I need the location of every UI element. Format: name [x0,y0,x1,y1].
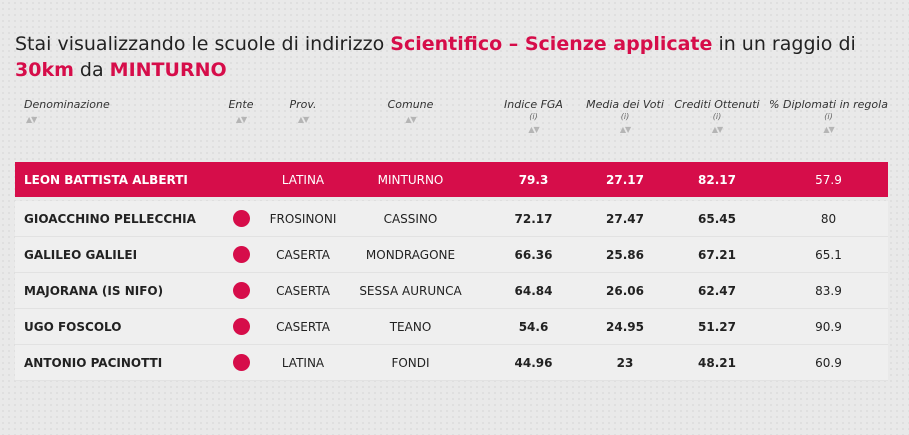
column-label: Indice FGA [504,98,563,111]
cell-media-voti: 25.86 [585,236,665,273]
cell-comune: TEANO [339,308,482,345]
table-row[interactable]: MAJORANA (IS NIFO) CASERTA SESSA AURUNCA 64… [15,272,888,309]
heading-city: MINTURNO [109,59,227,81]
cell-prov: CASERTA [267,236,339,273]
cell-comune: SESSA AURUNCA [339,272,482,309]
cell-prov: LATINA [267,344,339,381]
sort-arrows-icon[interactable]: ▲▼ [528,125,539,134]
cell-indice-fga: 54.6 [482,308,585,345]
table-row-selected[interactable]: LEON BATTISTA ALBERTI LATINA MINTURNO 79.3 2… [15,162,888,197]
column-header-ente[interactable]: Ente ▲▼ [215,92,267,162]
cell-indice-fga: 44.96 [482,344,585,381]
sort-arrows-icon[interactable]: ▲▼ [619,125,631,134]
red-dot-icon [232,210,250,227]
table-row[interactable]: GALILEO GALILEI CASERTA MONDRAGONE 66.36 25.… [15,236,888,273]
cell-ente [215,308,267,345]
cell-media-voti: 27.47 [585,201,665,237]
column-header-denominazione[interactable]: Denominazione ▲▼ [15,92,215,162]
table-header: Denominazione ▲▼ Ente ▲▼ Prov. ▲▼ Comune ▲▼ Indi… [15,92,888,162]
cell-comune: MINTURNO [339,162,482,197]
cell-diplomati-regola: 60.9 [769,344,888,381]
sort-arrows-icon[interactable]: ▲▼ [297,115,309,124]
schools-table: Denominazione ▲▼ Ente ▲▼ Prov. ▲▼ Comune ▲▼ Indi… [15,92,888,381]
column-header-prov[interactable]: Prov. ▲▼ [267,92,339,162]
cell-comune: FONDI [339,344,482,381]
sort-arrows-icon[interactable]: ▲▼ [26,115,37,124]
cell-media-voti: 26.06 [585,272,665,309]
cell-prov: FROSINONI [267,201,339,237]
cell-crediti-ottenuti: 65.45 [665,201,769,237]
column-header-diplomati-regola[interactable]: % Diplomati in regola (i) ▲▼ [769,92,888,162]
cell-ente [215,236,267,273]
cell-crediti-ottenuti: 62.47 [665,272,769,309]
info-icon[interactable]: (i) [529,112,538,121]
cell-indice-fga: 79.3 [482,162,585,197]
column-header-indice-fga[interactable]: Indice FGA (i) ▲▼ [482,92,585,162]
sort-arrows-icon[interactable]: ▲▼ [405,115,416,124]
column-label: Crediti Ottenuti [674,98,760,111]
table-row[interactable]: ANTONIO PACINOTTI LATINA FONDI 44.96 23 48.21… [15,344,888,381]
column-header-comune[interactable]: Comune ▲▼ [339,92,482,162]
column-label: % Diplomati in regola [769,98,888,111]
cell-ente [215,344,267,381]
column-header-media-voti[interactable]: Media dei Voti (i) ▲▼ [585,92,665,162]
heading-suffix: da [73,59,110,81]
cell-media-voti: 24.95 [585,308,665,345]
cell-prov: LATINA [267,162,339,197]
table-body: LEON BATTISTA ALBERTI LATINA MINTURNO 79.3 2… [15,162,888,381]
cell-indice-fga: 64.84 [482,272,585,309]
cell-diplomati-regola: 57.9 [769,162,888,197]
cell-denominazione[interactable]: LEON BATTISTA ALBERTI [15,162,215,197]
cell-prov: CASERTA [267,308,339,345]
heading-prefix: Stai visualizzando le scuole di indirizz… [15,33,391,55]
heading-radius: 30km [15,59,74,81]
cell-diplomati-regola: 83.9 [769,272,888,309]
cell-crediti-ottenuti: 82.17 [665,162,769,197]
column-label: Denominazione [24,98,110,111]
results-heading: Stai visualizzando le scuole di indirizz… [15,31,895,83]
cell-ente [215,201,267,237]
cell-comune: CASSINO [339,201,482,237]
red-dot-icon [232,282,250,299]
column-label: Comune [387,98,434,111]
cell-denominazione[interactable]: GALILEO GALILEI [15,236,215,273]
column-label: Prov. [289,98,317,111]
cell-comune: MONDRAGONE [339,236,482,273]
cell-diplomati-regola: 65.1 [769,236,888,273]
cell-denominazione[interactable]: GIOACCHINO PELLECCHIA [15,201,215,237]
cell-media-voti: 27.17 [585,162,665,197]
red-dot-icon [232,246,250,263]
cell-diplomati-regola: 80 [769,201,888,237]
cell-indice-fga: 72.17 [482,201,585,237]
info-icon[interactable]: (i) [712,112,722,121]
sort-arrows-icon[interactable]: ▲▼ [823,125,834,134]
table-row[interactable]: GIOACCHINO PELLECCHIA FROSINONI CASSINO 72.… [15,201,888,237]
cell-crediti-ottenuti: 67.21 [665,236,769,273]
cell-diplomati-regola: 90.9 [769,308,888,345]
cell-crediti-ottenuti: 48.21 [665,344,769,381]
cell-ente [215,162,267,197]
cell-denominazione[interactable]: UGO FOSCOLO [15,308,215,345]
column-label: Media dei Voti [586,98,664,111]
cell-indice-fga: 66.36 [482,236,585,273]
info-icon[interactable]: (i) [620,112,630,121]
table-row[interactable]: UGO FOSCOLO CASERTA TEANO 54.6 24.95 51.27 90.… [15,308,888,345]
cell-ente [215,272,267,309]
red-dot-icon [232,354,250,371]
cell-prov: CASERTA [267,272,339,309]
sort-arrows-icon[interactable]: ▲▼ [711,125,723,134]
red-dot-icon [232,318,250,335]
cell-media-voti: 23 [585,344,665,381]
sort-arrows-icon[interactable]: ▲▼ [235,115,247,124]
heading-indirizzo: Scientifico – Scienze applicate [390,33,713,55]
cell-crediti-ottenuti: 51.27 [665,308,769,345]
column-label: Ente [228,98,254,111]
cell-denominazione[interactable]: ANTONIO PACINOTTI [15,344,215,381]
heading-middle: in un raggio di [712,33,856,55]
info-icon[interactable]: (i) [824,112,833,121]
column-header-crediti-ottenuti[interactable]: Crediti Ottenuti (i) ▲▼ [665,92,769,162]
cell-denominazione[interactable]: MAJORANA (IS NIFO) [15,272,215,309]
